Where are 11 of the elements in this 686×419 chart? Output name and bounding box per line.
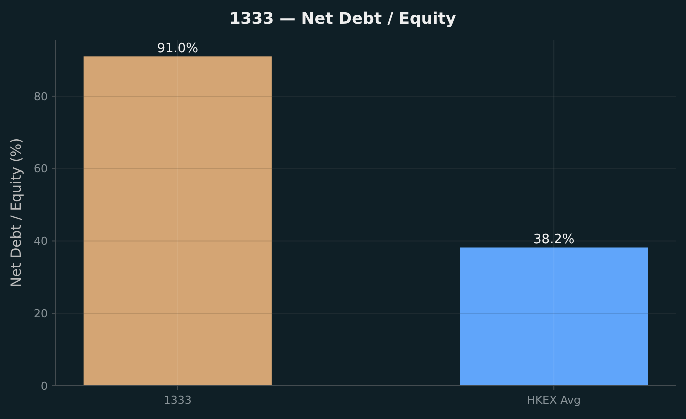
chart-title: 1333 — Net Debt / Equity bbox=[230, 9, 457, 28]
y-tick-label: 60 bbox=[34, 162, 48, 176]
data-label: 38.2% bbox=[533, 232, 575, 248]
y-tick-label: 40 bbox=[34, 235, 48, 248]
y-tick-label: 20 bbox=[34, 307, 48, 320]
y-tick-label: 0 bbox=[41, 380, 48, 393]
y-tick-label: 80 bbox=[34, 90, 48, 104]
y-axis-title: Net Debt / Equity (%) bbox=[9, 138, 25, 288]
x-tick-label: 1333 bbox=[164, 394, 192, 407]
data-label: 91.0% bbox=[157, 42, 199, 57]
x-tick-label: HKEX Avg bbox=[527, 394, 582, 407]
